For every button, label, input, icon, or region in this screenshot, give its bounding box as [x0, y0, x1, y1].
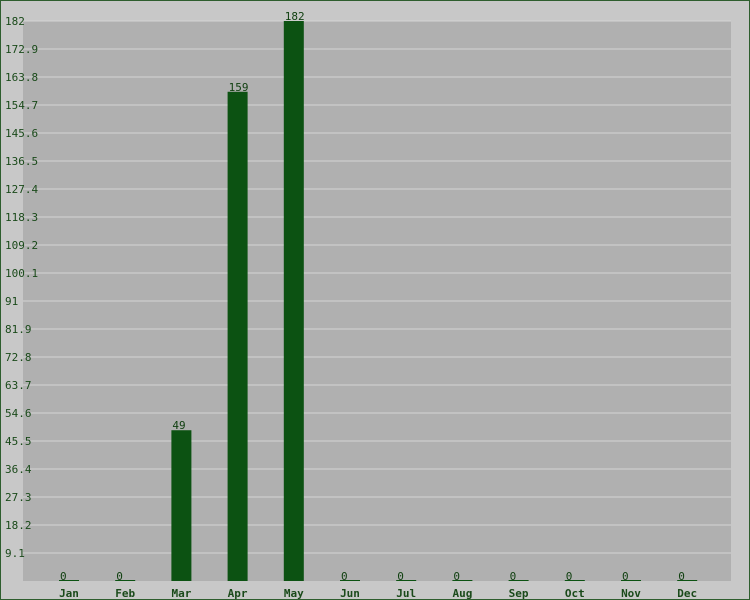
y-tick-label: 118.3: [5, 211, 38, 224]
y-tick-label: 36.4: [5, 463, 32, 476]
bar-sep: [508, 580, 529, 581]
x-tick-label: Aug: [452, 587, 472, 599]
y-tick-label: 136.5: [5, 155, 38, 168]
bar-jun: [340, 580, 360, 581]
x-tick-label: Mar: [171, 587, 191, 599]
data-label: 0: [60, 570, 67, 583]
x-tick-label: Feb: [115, 587, 135, 599]
data-labels: 0 0 49 159 182 0 0 0 0 0 0 0: [60, 10, 685, 583]
y-tick-label: 163.8: [5, 71, 38, 84]
y-tick-label: 72.8: [5, 351, 32, 364]
data-label: 0: [566, 570, 573, 583]
x-tick-label: Oct: [565, 587, 585, 599]
bar-nov: [621, 580, 641, 581]
data-label: 49: [172, 419, 185, 432]
bar-aug: [452, 580, 473, 581]
y-tick-label: 145.6: [5, 127, 38, 140]
bars: [59, 21, 698, 582]
bar-dec: [677, 580, 698, 581]
y-tick-label: 63.7: [5, 379, 32, 392]
bar-feb: [115, 580, 136, 581]
gridlines: [23, 20, 731, 554]
x-tick-label: Jun: [340, 587, 360, 599]
y-tick-label: 18.2: [5, 519, 32, 532]
y-tick-label: 127.4: [5, 183, 38, 196]
y-tick-label: 81.9: [5, 323, 32, 336]
x-tick-label: Jul: [396, 587, 416, 599]
y-tick-label: 9.1: [5, 547, 25, 560]
data-label: 0: [397, 570, 404, 583]
x-tick-label: Dec: [677, 587, 697, 599]
y-tick-label: 182: [5, 15, 25, 28]
data-label: 0: [116, 570, 123, 583]
x-tick-label: Nov: [621, 587, 641, 599]
data-label: 0: [622, 570, 629, 583]
data-label: 0: [678, 570, 685, 583]
data-label: 159: [229, 81, 249, 94]
data-label: 0: [453, 570, 460, 583]
y-tick-label: 172.9: [5, 43, 38, 56]
bar-mar: [171, 430, 192, 581]
bar-jul: [396, 580, 417, 581]
x-tick-label: Jan: [59, 587, 79, 599]
y-tick-label: 100.1: [5, 267, 38, 280]
y-tick-label: 45.5: [5, 435, 32, 448]
y-tick-label: 54.6: [5, 407, 32, 420]
y-tick-label: 154.7: [5, 99, 38, 112]
bar-oct: [564, 580, 585, 581]
y-axis-ticks: 9.1 18.2 27.3 36.4 45.5 54.6 63.7 72.8 81.9 91 100…: [5, 15, 38, 560]
bar-apr: [227, 91, 248, 582]
bar-may: [283, 21, 304, 581]
x-tick-label: Apr: [228, 587, 248, 599]
y-tick-label: 91: [5, 295, 18, 308]
data-label: 0: [510, 570, 517, 583]
data-label: 0: [341, 570, 348, 583]
data-label: 182: [285, 10, 305, 23]
y-tick-label: 109.2: [5, 239, 38, 252]
x-tick-label: May: [284, 587, 304, 599]
y-tick-label: 27.3: [5, 491, 32, 504]
x-axis-ticks: Jan Feb Mar Apr May Jun Jul Aug Sep Oct Nov Dec: [59, 587, 697, 599]
bar-jan: [59, 580, 79, 581]
x-tick-label: Sep: [509, 587, 529, 599]
